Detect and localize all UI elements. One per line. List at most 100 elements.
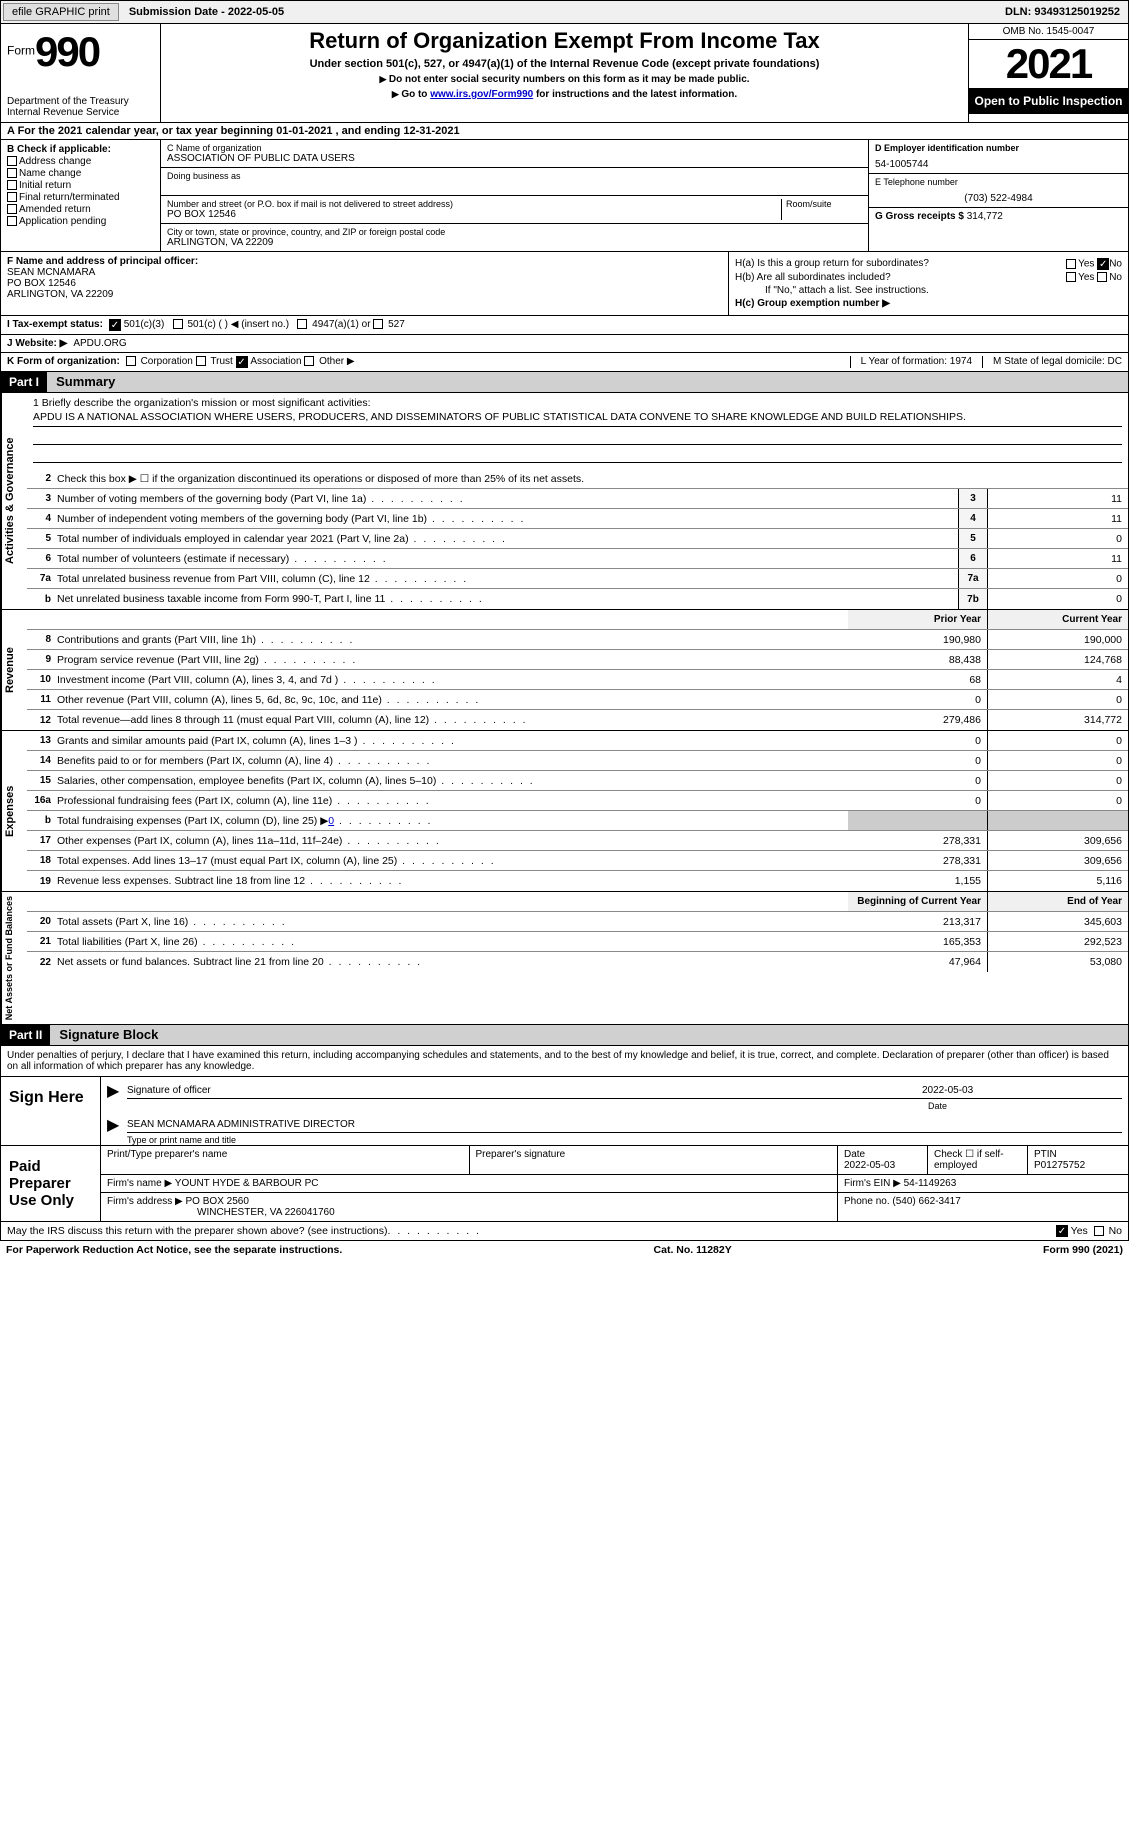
- officer-name: SEAN MCNAMARA: [7, 267, 722, 278]
- org-name-label: C Name of organization: [167, 143, 862, 153]
- form-header: Form990 Department of the Treasury Inter…: [0, 24, 1129, 123]
- efile-print-button[interactable]: efile GRAPHIC print: [3, 3, 119, 21]
- summary-line: 10Investment income (Part VIII, column (…: [27, 670, 1128, 690]
- firm-name-label: Firm's name ▶: [107, 1178, 172, 1189]
- ptin-val: P01275752: [1034, 1160, 1122, 1171]
- pra-notice: For Paperwork Reduction Act Notice, see …: [6, 1244, 342, 1256]
- ha-yes-chk[interactable]: [1066, 259, 1076, 269]
- line2-text: Check this box ▶ ☐ if the organization d…: [57, 471, 1128, 487]
- col-b-checkboxes: B Check if applicable: Address change Na…: [1, 140, 161, 251]
- signature-block: Under penalties of perjury, I declare th…: [0, 1046, 1129, 1222]
- chk-trust[interactable]: [196, 356, 206, 366]
- firm-ein-label: Firm's EIN ▶: [844, 1178, 901, 1189]
- col-d-ein: D Employer identification number 54-1005…: [868, 140, 1128, 251]
- summary-line: 7aTotal unrelated business revenue from …: [27, 569, 1128, 589]
- chk-501c3[interactable]: ✓: [109, 319, 121, 331]
- mission-text: APDU IS A NATIONAL ASSOCIATION WHERE USE…: [33, 411, 1122, 427]
- firm-ein: 54-1149263: [904, 1178, 957, 1189]
- summary-line: 20Total assets (Part X, line 16)213,3173…: [27, 912, 1128, 932]
- irs-link[interactable]: www.irs.gov/Form990: [430, 89, 533, 100]
- officer-addr1: PO BOX 12546: [7, 278, 722, 289]
- chk-other[interactable]: [304, 356, 314, 366]
- discuss-text: May the IRS discuss this return with the…: [7, 1225, 388, 1237]
- chk-address-change[interactable]: Address change: [7, 156, 154, 167]
- tel-label: E Telephone number: [875, 177, 1122, 187]
- sig-name-title: SEAN MCNAMARA ADMINISTRATIVE DIRECTOR: [127, 1119, 355, 1130]
- summary-line: 5Total number of individuals employed in…: [27, 529, 1128, 549]
- part2-num: Part II: [1, 1025, 50, 1045]
- prior-year-head: Prior Year: [848, 610, 988, 629]
- chk-initial-return[interactable]: Initial return: [7, 180, 154, 191]
- header-right: OMB No. 1545-0047 2021 Open to Public In…: [968, 24, 1128, 122]
- summary-line: 22Net assets or fund balances. Subtract …: [27, 952, 1128, 972]
- block-bcd: B Check if applicable: Address change Na…: [0, 140, 1129, 252]
- room-label: Room/suite: [786, 199, 862, 209]
- header-center: Return of Organization Exempt From Incom…: [161, 24, 968, 122]
- summary-line: 14Benefits paid to or for members (Part …: [27, 751, 1128, 771]
- form-footer: Form 990 (2021): [1043, 1244, 1123, 1256]
- discuss-yes[interactable]: ✓: [1056, 1225, 1068, 1237]
- current-year-head: Current Year: [988, 610, 1128, 629]
- website-label: J Website: ▶: [7, 338, 67, 349]
- ptin-label: PTIN: [1034, 1149, 1122, 1160]
- sig-declaration: Under penalties of perjury, I declare th…: [1, 1046, 1128, 1077]
- form-org-label: K Form of organization:: [7, 356, 120, 368]
- group-return-block: H(a) Is this a group return for subordin…: [728, 252, 1128, 315]
- ha-label: H(a) Is this a group return for subordin…: [735, 258, 929, 270]
- summary-line: 12Total revenue—add lines 8 through 11 (…: [27, 710, 1128, 730]
- chk-4947[interactable]: [297, 319, 307, 329]
- chk-app-pending[interactable]: Application pending: [7, 216, 154, 227]
- top-bar: efile GRAPHIC print Submission Date - 20…: [0, 0, 1129, 24]
- form-word: Form: [7, 44, 35, 58]
- ein-label: D Employer identification number: [875, 143, 1122, 153]
- header-left: Form990 Department of the Treasury Inter…: [1, 24, 161, 122]
- dba-label: Doing business as: [167, 171, 862, 181]
- discuss-row: May the IRS discuss this return with the…: [0, 1222, 1129, 1241]
- sig-officer-label: Signature of officer: [127, 1085, 922, 1096]
- end-year-head: End of Year: [988, 892, 1128, 911]
- summary-line: bTotal fundraising expenses (Part IX, co…: [27, 811, 1128, 831]
- discuss-no[interactable]: [1094, 1226, 1104, 1236]
- chk-corp[interactable]: [126, 356, 136, 366]
- hb-yes-chk[interactable]: [1066, 272, 1076, 282]
- paid-preparer-label: Paid Preparer Use Only: [1, 1146, 101, 1221]
- expenses-section: Expenses 13Grants and similar amounts pa…: [0, 731, 1129, 892]
- governance-section: Activities & Governance 1 Briefly descri…: [0, 393, 1129, 610]
- footer-line: For Paperwork Reduction Act Notice, see …: [0, 1241, 1129, 1259]
- officer-label: F Name and address of principal officer:: [7, 256, 722, 267]
- firm-addr2: WINCHESTER, VA 226041760: [197, 1207, 335, 1218]
- dln-label: DLN: 93493125019252: [997, 4, 1128, 20]
- block-fh: F Name and address of principal officer:…: [0, 252, 1129, 316]
- sign-here-label: Sign Here: [1, 1077, 101, 1145]
- form-title: Return of Organization Exempt From Incom…: [169, 28, 960, 54]
- summary-line: 6Total number of volunteers (estimate if…: [27, 549, 1128, 569]
- goto-note: Go to www.irs.gov/Form990 for instructio…: [169, 89, 960, 100]
- revenue-section: Revenue Prior Year Current Year 8Contrib…: [0, 610, 1129, 731]
- rev-vlabel: Revenue: [1, 610, 27, 730]
- part1-bar: Part I Summary: [0, 372, 1129, 393]
- chk-final-return[interactable]: Final return/terminated: [7, 192, 154, 203]
- form-subtitle: Under section 501(c), 527, or 4947(a)(1)…: [169, 58, 960, 70]
- summary-line: 17Other expenses (Part IX, column (A), l…: [27, 831, 1128, 851]
- dept-treasury: Department of the Treasury: [7, 96, 154, 107]
- omb-number: OMB No. 1545-0047: [969, 24, 1128, 40]
- chk-501c[interactable]: [173, 319, 183, 329]
- chk-name-change[interactable]: Name change: [7, 168, 154, 179]
- tel-value: (703) 522-4984: [875, 193, 1122, 204]
- mission-block: 1 Briefly describe the organization's mi…: [27, 393, 1128, 469]
- state-domicile: M State of legal domicile: DC: [982, 356, 1122, 368]
- firm-addr1: PO BOX 2560: [186, 1196, 249, 1207]
- ha-no-chk[interactable]: ✓: [1097, 258, 1109, 270]
- tax-year: 2021: [969, 40, 1128, 88]
- part1-num: Part I: [1, 372, 47, 392]
- hb-no-chk[interactable]: [1097, 272, 1107, 282]
- chk-527[interactable]: [373, 319, 383, 329]
- chk-amended[interactable]: Amended return: [7, 204, 154, 215]
- summary-line: 9Program service revenue (Part VIII, lin…: [27, 650, 1128, 670]
- org-addr: PO BOX 12546: [167, 209, 777, 220]
- chk-assoc[interactable]: ✓: [236, 356, 248, 368]
- mission-label: 1 Briefly describe the organization's mi…: [33, 397, 1122, 409]
- summary-line: 11Other revenue (Part VIII, column (A), …: [27, 690, 1128, 710]
- firm-addr-label: Firm's address ▶: [107, 1196, 183, 1207]
- form-number: 990: [35, 28, 99, 76]
